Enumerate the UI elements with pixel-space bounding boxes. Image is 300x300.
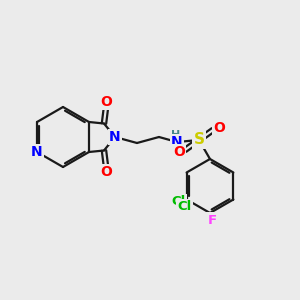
Text: N: N (171, 135, 183, 149)
Text: N: N (109, 130, 121, 144)
Text: S: S (194, 133, 205, 148)
Text: F: F (207, 214, 217, 226)
Text: H: H (171, 130, 181, 140)
Text: Cl: Cl (178, 200, 192, 213)
Text: O: O (100, 94, 112, 109)
Text: O: O (100, 166, 112, 179)
Text: O: O (173, 145, 185, 159)
Text: N: N (31, 145, 43, 159)
Text: O: O (213, 121, 225, 135)
Text: Cl: Cl (172, 195, 186, 208)
